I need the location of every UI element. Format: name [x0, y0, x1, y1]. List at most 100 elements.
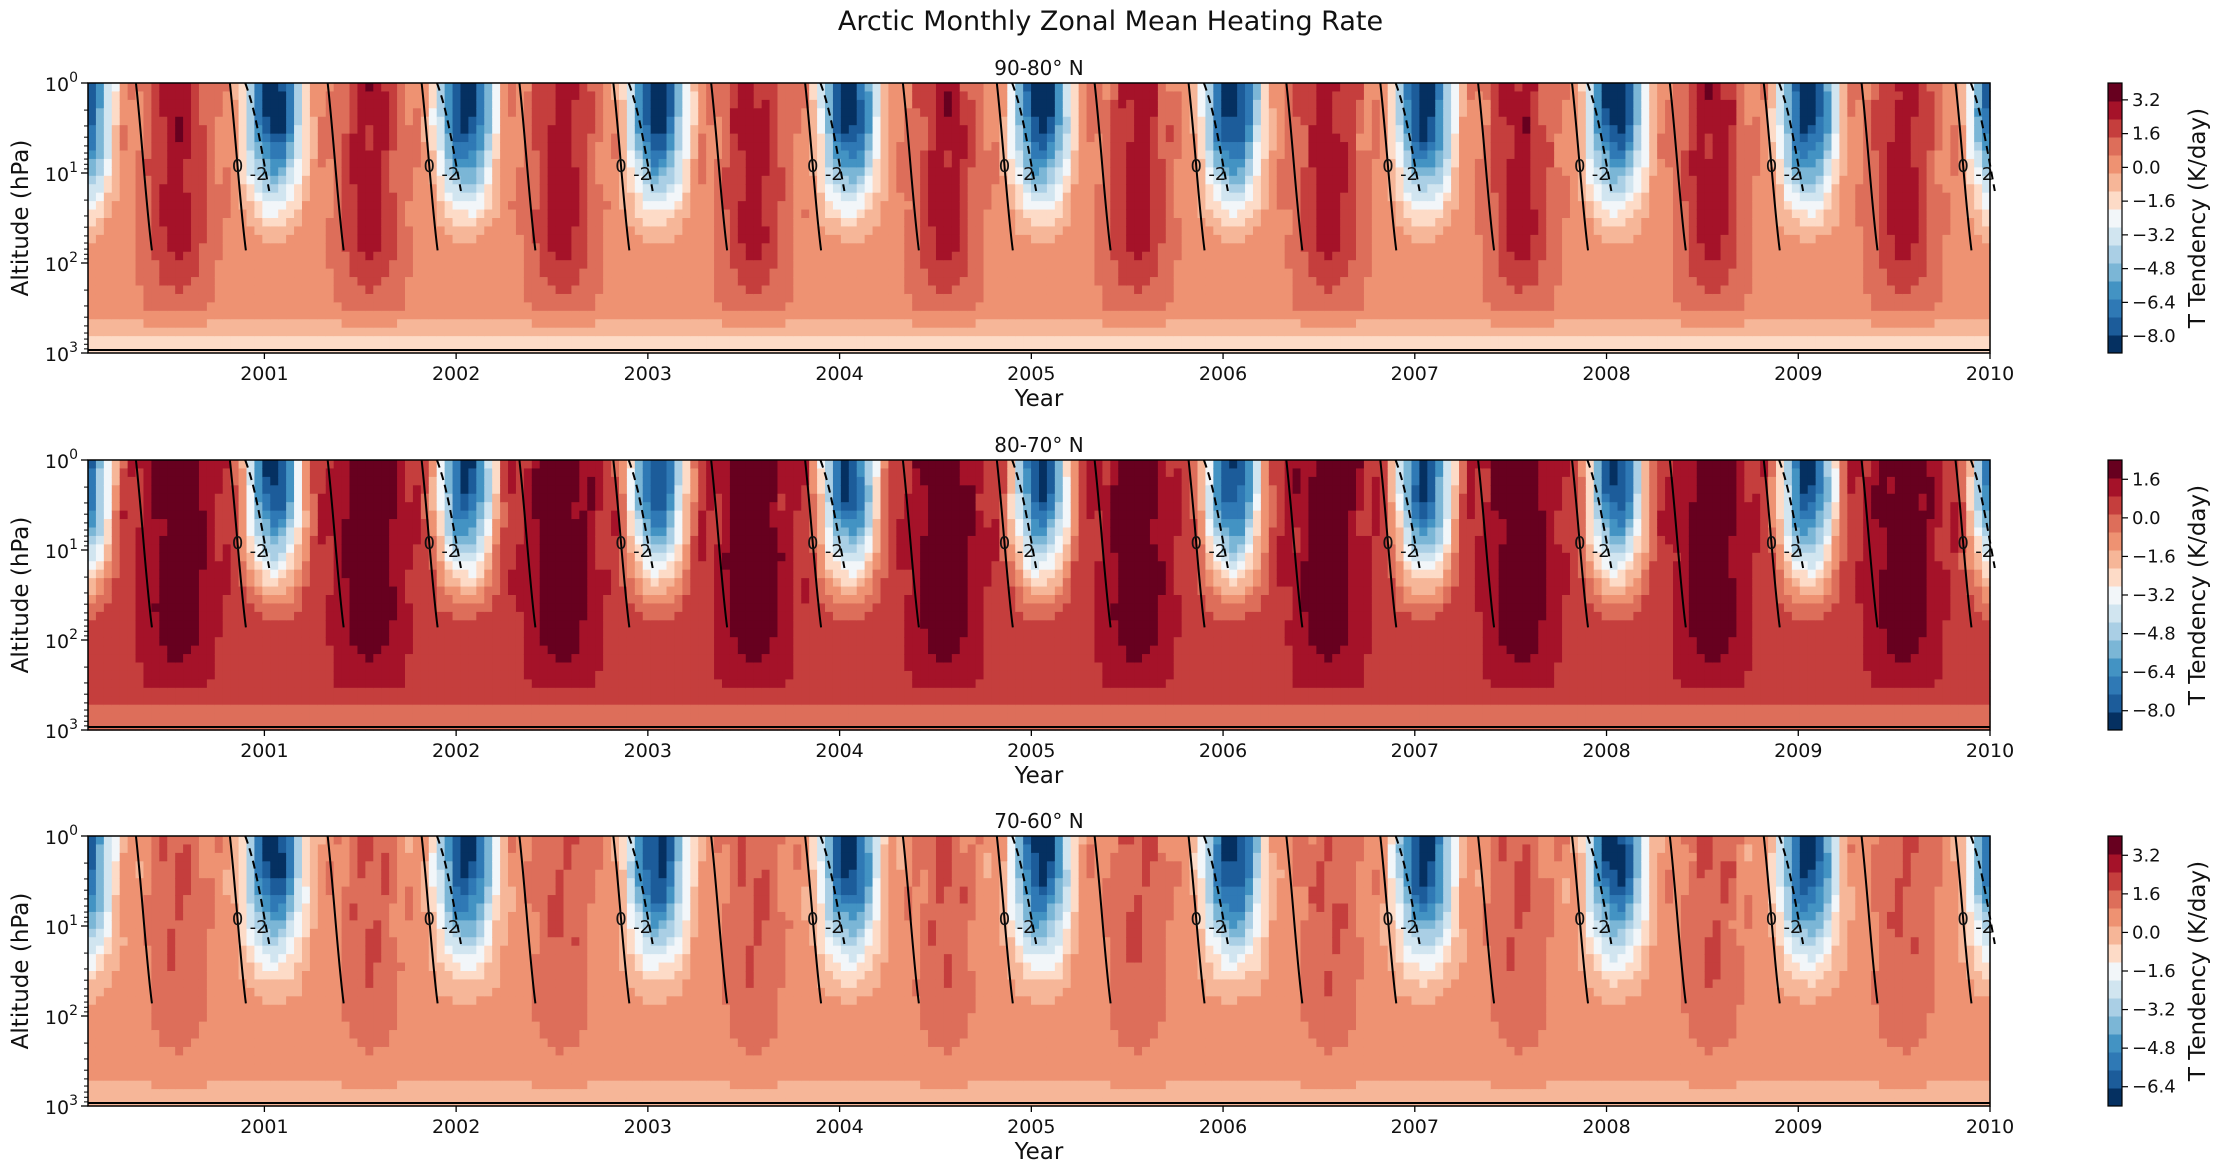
- heatmap-cell: [1063, 193, 1072, 202]
- heatmap-cell: [278, 117, 287, 126]
- heatmap-cell: [1253, 269, 1262, 278]
- heatmap-cell: [143, 286, 152, 295]
- heatmap-cell: [920, 311, 929, 320]
- heatmap-cell: [698, 193, 707, 202]
- heatmap-cell: [1015, 100, 1024, 109]
- heatmap-cell: [682, 91, 691, 100]
- heatmap-cell: [381, 201, 390, 210]
- heatmap-cell: [445, 286, 454, 295]
- heatmap-cell: [849, 235, 858, 244]
- heatmap-cell: [944, 176, 953, 185]
- heatmap-cell: [603, 193, 612, 202]
- heatmap-cell: [746, 319, 755, 328]
- heatmap-cell: [651, 100, 660, 109]
- heatmap-cell: [785, 167, 794, 176]
- heatmap-cell: [500, 243, 509, 252]
- heatmap-cell: [936, 125, 945, 134]
- heatmap-cell: [881, 311, 890, 320]
- heatmap-cell: [413, 286, 422, 295]
- heatmap-cell: [960, 252, 969, 261]
- heatmap-cell: [215, 286, 224, 295]
- heatmap-cell: [151, 311, 160, 320]
- heatmap-cell: [88, 100, 97, 109]
- heatmap-cell: [1174, 108, 1183, 117]
- heatmap-cell: [587, 142, 596, 151]
- heatmap-cell: [896, 252, 905, 261]
- heatmap-cell: [1308, 184, 1317, 193]
- heatmap-cell: [1071, 100, 1080, 109]
- heatmap-cell: [389, 235, 398, 244]
- heatmap-cell: [1039, 159, 1048, 168]
- heatmap-cell: [1269, 108, 1278, 117]
- heatmap-cell: [714, 336, 723, 345]
- heatmap-cell: [936, 159, 945, 168]
- heatmap-cell: [659, 100, 668, 109]
- heatmap-cell: [659, 125, 668, 134]
- heatmap-cell: [1007, 302, 1016, 311]
- heatmap-cell: [849, 210, 858, 219]
- heatmap-cell: [1023, 269, 1032, 278]
- heatmap-cell: [968, 294, 977, 303]
- heatmap-cell: [682, 235, 691, 244]
- heatmap-cell: [468, 252, 477, 261]
- heatmap-cell: [762, 235, 771, 244]
- heatmap-cell: [944, 260, 953, 269]
- heatmap-cell: [1031, 108, 1040, 117]
- heatmap-cell: [1071, 184, 1080, 193]
- heatmap-cell: [627, 319, 636, 328]
- heatmap-cell: [223, 328, 232, 337]
- heatmap-cell: [357, 167, 366, 176]
- heatmap-cell: [294, 226, 303, 235]
- heatmap-cell: [1221, 252, 1230, 261]
- heatmap-cell: [548, 336, 557, 345]
- heatmap-cell: [1007, 108, 1016, 117]
- heatmap-cell: [603, 125, 612, 134]
- heatmap-cell: [888, 176, 897, 185]
- heatmap-cell: [635, 260, 644, 269]
- heatmap-cell: [508, 294, 517, 303]
- heatmap-cell: [849, 83, 858, 92]
- heatmap-cell: [1182, 142, 1191, 151]
- heatmap-cell: [968, 184, 977, 193]
- heatmap-cell: [183, 100, 192, 109]
- heatmap-cell: [365, 91, 374, 100]
- heatmap-cell: [143, 277, 152, 286]
- heatmap-cell: [460, 311, 469, 320]
- heatmap-cell: [881, 184, 890, 193]
- heatmap-cell: [1110, 100, 1119, 109]
- heatmap-cell: [128, 311, 137, 320]
- heatmap-cell: [857, 83, 866, 92]
- heatmap-cell: [833, 269, 842, 278]
- heatmap-cell: [183, 83, 192, 92]
- heatmap-cell: [262, 210, 271, 219]
- heatmap-cell: [207, 336, 216, 345]
- heatmap-cell: [912, 125, 921, 134]
- heatmap-cell: [564, 269, 573, 278]
- heatmap-cell: [1087, 226, 1096, 235]
- heatmap-cell: [785, 336, 794, 345]
- heatmap-cell: [215, 269, 224, 278]
- heatmap-cell: [1190, 201, 1199, 210]
- heatmap-cell: [1126, 125, 1135, 134]
- heatmap-cell: [460, 328, 469, 337]
- heatmap-cell: [936, 91, 945, 100]
- heatmap-cell: [651, 117, 660, 126]
- heatmap-cell: [793, 252, 802, 261]
- heatmap-cell: [1166, 277, 1175, 286]
- heatmap-cell: [960, 311, 969, 320]
- heatmap-cell: [1015, 260, 1024, 269]
- heatmap-cell: [944, 277, 953, 286]
- heatmap-cell: [1110, 269, 1119, 278]
- heatmap-cell: [952, 117, 961, 126]
- heatmap-cell: [627, 286, 636, 295]
- heatmap-cell: [674, 167, 683, 176]
- heatmap-cell: [873, 294, 882, 303]
- heatmap-cell: [643, 328, 652, 337]
- heatmap-cell: [698, 210, 707, 219]
- heatmap-cell: [191, 269, 200, 278]
- heatmap-cell: [1071, 210, 1080, 219]
- heatmap-cell: [1055, 243, 1064, 252]
- heatmap-cell: [548, 159, 557, 168]
- heatmap-cell: [310, 277, 319, 286]
- heatmap-cell: [112, 235, 121, 244]
